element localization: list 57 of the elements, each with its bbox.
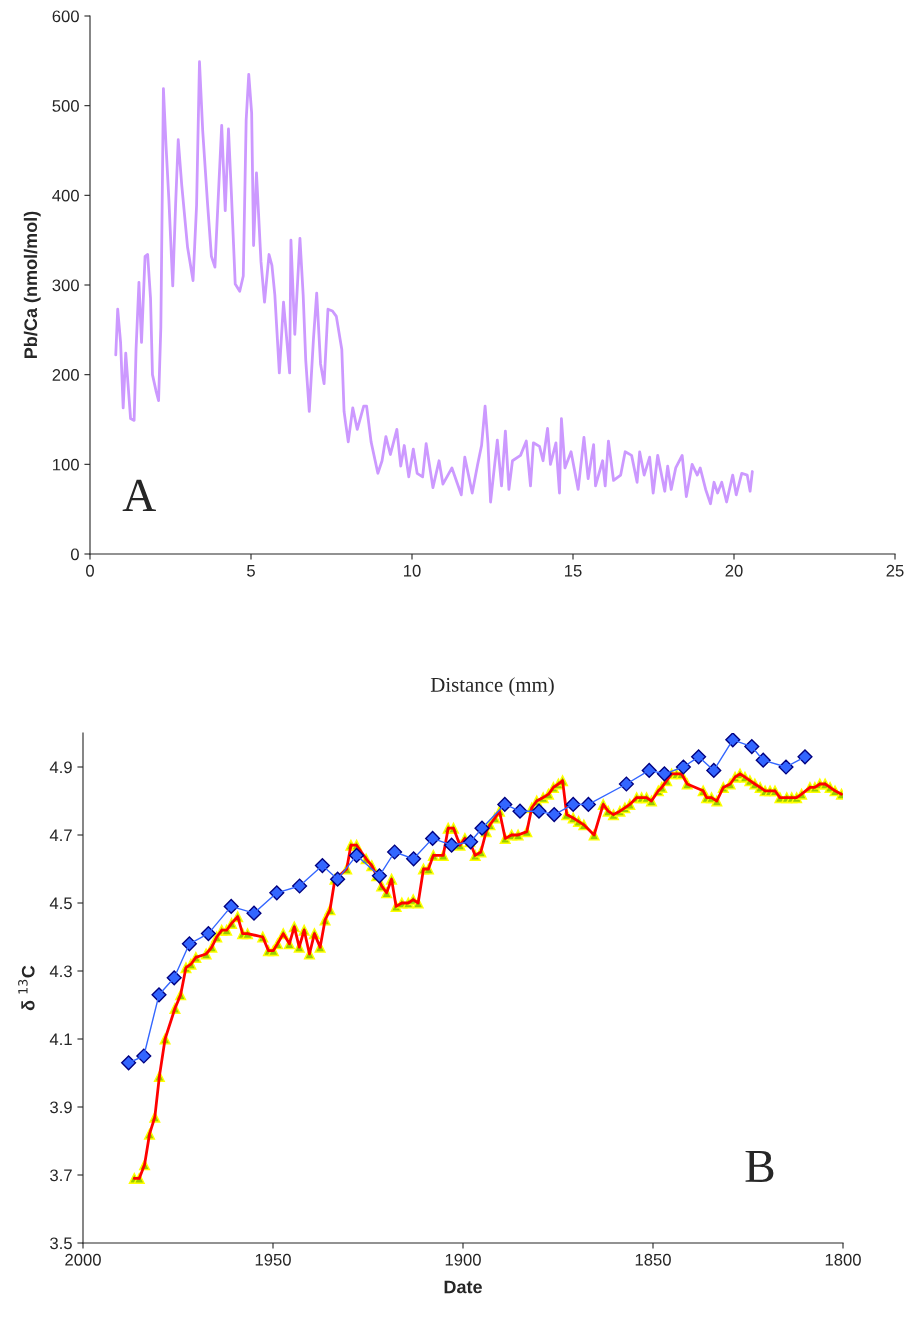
point bbox=[292, 878, 308, 894]
point bbox=[497, 796, 513, 812]
point bbox=[706, 762, 722, 778]
y-tick-label: 0 bbox=[70, 548, 79, 561]
point bbox=[246, 905, 262, 921]
x-axis-title: Distance (mm) bbox=[430, 677, 554, 697]
point bbox=[151, 987, 167, 1003]
point bbox=[181, 936, 197, 952]
y-tick-label: 100 bbox=[53, 458, 79, 471]
x-tick-label: 1950 bbox=[255, 1253, 291, 1266]
point bbox=[121, 1055, 137, 1071]
y-tick-label: 600 bbox=[52, 10, 79, 23]
annotation: A bbox=[122, 479, 156, 511]
x-tick-label: 20 bbox=[725, 564, 743, 577]
y-axis-title: δ $^{13}$C bbox=[18, 965, 35, 1011]
x-tick-label: 1900 bbox=[445, 1253, 481, 1266]
y-tick-label: 200 bbox=[52, 369, 79, 381]
x-tick-label: 25 bbox=[886, 564, 904, 577]
point bbox=[531, 803, 547, 819]
point bbox=[330, 871, 346, 887]
y-tick-label: 500 bbox=[52, 100, 79, 112]
point bbox=[656, 766, 672, 782]
point bbox=[406, 851, 422, 867]
point bbox=[691, 749, 707, 765]
annotation: B bbox=[745, 1150, 774, 1182]
point bbox=[641, 762, 657, 778]
x-tick-label: 0 bbox=[86, 564, 94, 577]
y-tick-label: 4.1 bbox=[49, 1033, 72, 1046]
x-tick-label: 10 bbox=[404, 564, 421, 577]
x-tick-label: 15 bbox=[565, 565, 582, 577]
y-tick-label: 4.9 bbox=[49, 761, 72, 774]
x-tick-label: 5 bbox=[247, 565, 255, 577]
x-tick-label: 1850 bbox=[635, 1253, 671, 1266]
x-tick-label: 2000 bbox=[65, 1253, 101, 1266]
y-axis-title: Pb/Ca (nmol/mol) bbox=[23, 211, 41, 359]
x-tick-label: 1800 bbox=[825, 1253, 861, 1266]
y-tick-label: 4.7 bbox=[49, 829, 72, 842]
x-axis-title: Date bbox=[444, 1280, 482, 1294]
point bbox=[371, 868, 387, 884]
point bbox=[387, 844, 403, 860]
point bbox=[136, 1048, 152, 1064]
y-tick-label: 3.5 bbox=[50, 1237, 72, 1250]
y-tick-label: 400 bbox=[52, 189, 79, 202]
y-tick-label: 4.5 bbox=[49, 897, 72, 910]
y-tick-label: 300 bbox=[52, 279, 79, 292]
point bbox=[546, 807, 562, 823]
point bbox=[744, 739, 760, 755]
point bbox=[565, 796, 581, 812]
point bbox=[618, 776, 634, 792]
point bbox=[797, 749, 813, 765]
y-tick-label: 4.3 bbox=[49, 965, 72, 978]
point bbox=[512, 803, 528, 819]
point bbox=[223, 898, 239, 914]
point bbox=[474, 820, 490, 836]
y-tick-label: 3.9 bbox=[50, 1101, 72, 1114]
y-tick-label: 3.7 bbox=[50, 1169, 72, 1182]
point bbox=[675, 759, 691, 775]
